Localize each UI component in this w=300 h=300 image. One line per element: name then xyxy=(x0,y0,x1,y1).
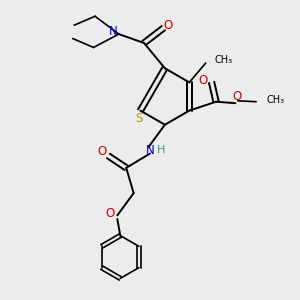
Text: O: O xyxy=(198,74,207,87)
Text: H: H xyxy=(157,145,165,155)
Text: O: O xyxy=(163,19,172,32)
Text: N: N xyxy=(109,25,118,38)
Text: N: N xyxy=(146,143,154,157)
Text: O: O xyxy=(98,145,107,158)
Text: O: O xyxy=(105,207,115,220)
Text: CH₃: CH₃ xyxy=(214,55,233,65)
Text: O: O xyxy=(232,90,242,103)
Text: CH₃: CH₃ xyxy=(267,95,285,105)
Text: S: S xyxy=(135,112,142,124)
